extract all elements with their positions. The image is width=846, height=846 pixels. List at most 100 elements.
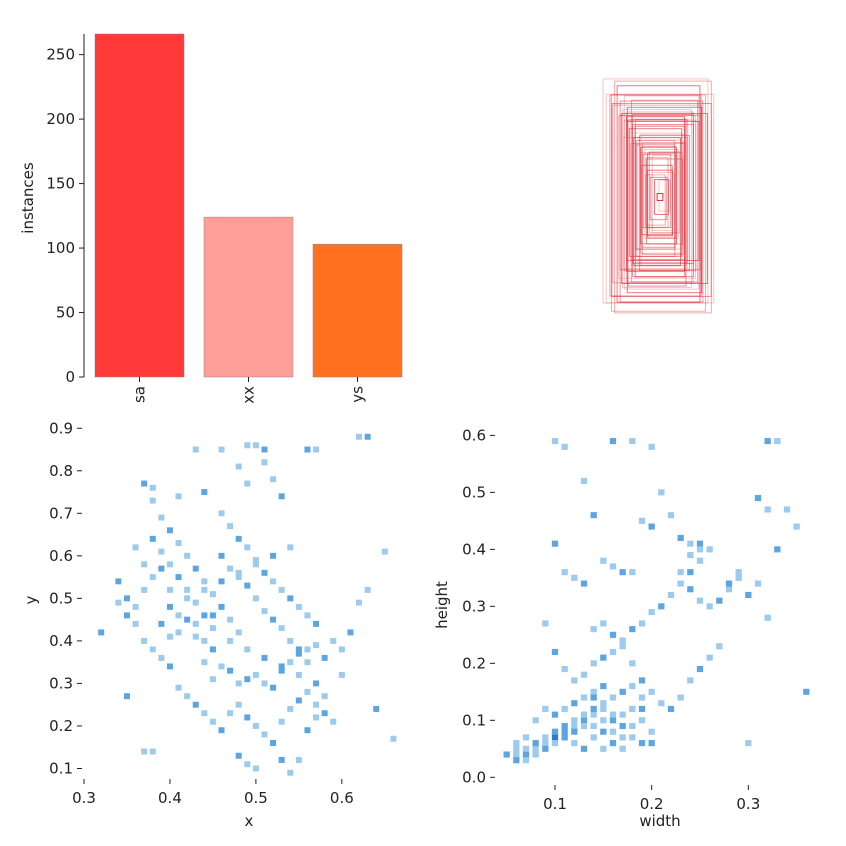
wh-point xyxy=(609,694,617,701)
xy-point xyxy=(184,586,191,593)
bbox-outline xyxy=(651,154,678,234)
xy-point xyxy=(261,680,268,687)
xy-point xyxy=(261,446,268,453)
wh-point xyxy=(580,717,588,724)
xy-point xyxy=(347,629,354,636)
wh-point xyxy=(648,523,655,530)
wh-point xyxy=(629,569,636,576)
wh-point xyxy=(619,734,626,741)
xy-point xyxy=(356,433,363,440)
xy-point xyxy=(192,599,199,606)
bbox-outline xyxy=(632,124,694,264)
wh-point xyxy=(648,443,655,450)
wh-point xyxy=(638,717,646,724)
xy-point xyxy=(278,625,285,632)
wh-point xyxy=(580,580,588,587)
wh-point xyxy=(600,620,607,627)
wh-point xyxy=(590,734,597,741)
xy-point xyxy=(338,671,345,678)
xy-point xyxy=(244,676,251,683)
wh-point xyxy=(667,512,675,519)
xy-point xyxy=(295,603,302,610)
xy-point xyxy=(209,676,216,683)
wh-point xyxy=(542,740,549,747)
xy-point xyxy=(149,574,156,581)
wh-ytick-label: 0.2 xyxy=(462,654,486,672)
xy-point xyxy=(295,646,302,653)
xy-point xyxy=(252,671,259,678)
bbox-outline xyxy=(633,137,681,266)
wh-point xyxy=(571,728,578,735)
xy-point xyxy=(338,646,345,653)
xy-point xyxy=(304,659,311,666)
xy-point xyxy=(356,599,363,606)
xy-point xyxy=(313,642,320,649)
xy-point xyxy=(270,476,277,483)
xy-point xyxy=(252,557,259,564)
bar-xtick-label: ys xyxy=(349,386,367,403)
xy-point xyxy=(252,595,259,602)
wh-point xyxy=(551,734,559,741)
xy-point xyxy=(313,620,320,627)
xy-point xyxy=(218,727,225,734)
xy-point xyxy=(278,586,285,593)
bbox-outline xyxy=(649,176,668,221)
wh-point xyxy=(619,569,626,576)
bar-ytick-label: 0 xyxy=(65,368,75,386)
wh-point xyxy=(696,597,704,604)
wh-point xyxy=(609,717,617,724)
wh-point xyxy=(764,506,771,513)
wh-point xyxy=(600,557,607,564)
wh-point xyxy=(629,705,636,712)
xy-point xyxy=(175,684,182,691)
xy-point xyxy=(278,718,285,725)
xy-ytick-label: 0.1 xyxy=(49,759,73,777)
wh-point xyxy=(561,705,568,712)
xy-point xyxy=(235,680,242,687)
xy-point xyxy=(227,565,234,572)
wh-point xyxy=(754,495,762,502)
wh-point xyxy=(600,700,607,707)
bbox-outline xyxy=(651,172,675,231)
xy-point xyxy=(270,739,277,746)
xy-point xyxy=(261,459,268,466)
bbox-outline xyxy=(626,121,700,261)
bbox-outline xyxy=(627,119,687,287)
xy-point xyxy=(295,697,302,704)
xy-point xyxy=(141,586,148,593)
xy-point xyxy=(227,523,234,530)
xy-point xyxy=(218,510,225,517)
wh-point xyxy=(648,608,655,616)
wh-xtick-label: 0.1 xyxy=(543,795,567,813)
wh-ytick-label: 0.1 xyxy=(462,711,486,729)
xy-point xyxy=(287,544,294,551)
xy-point xyxy=(227,710,234,717)
wh-point xyxy=(600,745,607,752)
xy-point xyxy=(184,595,191,602)
wh-point xyxy=(590,688,597,695)
box-outlines-plot xyxy=(602,78,715,314)
xy-point xyxy=(261,569,268,576)
wh-point xyxy=(532,717,539,724)
xy-point xyxy=(123,612,130,619)
xy-point xyxy=(158,620,165,627)
wh-point xyxy=(774,438,781,445)
xy-point xyxy=(175,493,182,500)
xy-point xyxy=(270,578,277,585)
wh-point xyxy=(571,677,578,684)
wh-xlabel: width xyxy=(639,812,680,830)
xy-point xyxy=(201,586,208,593)
xy-ytick-label: 0.8 xyxy=(49,462,73,480)
wh-point xyxy=(600,717,607,724)
wh-xtick-label: 0.2 xyxy=(640,795,664,813)
xy-point xyxy=(235,701,242,708)
wh-point xyxy=(600,654,607,661)
xy-point xyxy=(192,620,199,627)
bbox-outline xyxy=(609,94,702,297)
wh-point xyxy=(696,557,704,564)
wh-point xyxy=(551,740,559,747)
wh-point xyxy=(522,734,530,741)
wh-point xyxy=(513,745,520,752)
xy-point xyxy=(278,667,285,674)
xy-point xyxy=(115,578,122,585)
